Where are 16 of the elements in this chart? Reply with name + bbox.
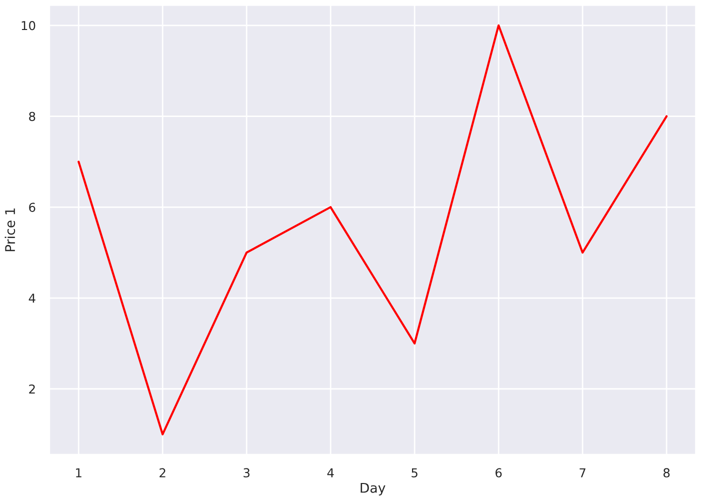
y-tick-label: 10 [22,20,36,30]
x-tick-label: 2 [160,468,166,478]
x-tick-label: 5 [412,468,418,478]
x-tick-label: 1 [76,468,82,478]
x-tick-label: 3 [244,468,250,478]
x-tick-label: 6 [496,468,502,478]
y-tick-label: 4 [28,294,36,303]
x-tick-label: 7 [580,468,586,478]
y-tick-label: 2 [29,384,35,394]
x-axis-title: Day [360,482,386,496]
x-tick-label: 8 [664,468,670,478]
x-tick-label: 4 [327,468,334,478]
y-tick-label: 8 [29,112,36,122]
y-tick-label: 6 [29,202,36,212]
y-axis-title: Price 1 [4,208,16,252]
line-series [78,24,668,436]
